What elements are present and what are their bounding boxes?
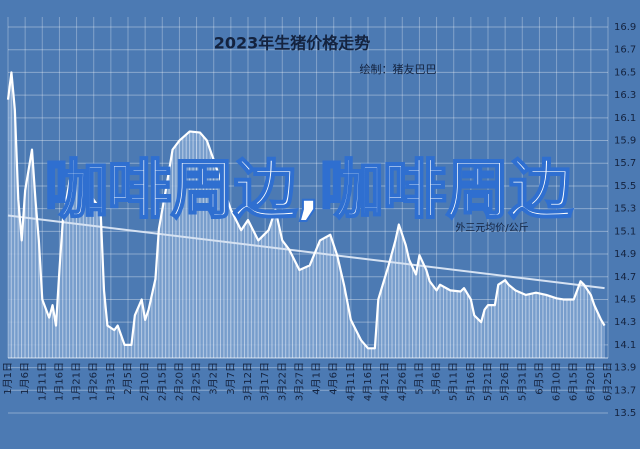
x-tick-label: 1月1日: [2, 362, 14, 395]
y-tick-label: 15.7: [614, 158, 636, 169]
chart-subtitle: 绘制：猪友巴巴: [360, 62, 437, 76]
x-tick-label: 6月25日: [602, 362, 614, 401]
x-tick-label: 2月5日: [122, 362, 134, 395]
x-tick-label: 1月31日: [105, 362, 117, 401]
x-tick-label: 3月17日: [259, 362, 271, 401]
x-tick-label: 4月26日: [396, 362, 408, 401]
x-tick-label: 4月21日: [379, 362, 391, 401]
x-tick-label: 5月1日: [413, 362, 425, 395]
y-tick-label: 16.1: [614, 113, 636, 124]
x-tick-label: 3月27日: [293, 362, 305, 401]
x-tick-label: 5月11日: [448, 362, 460, 401]
x-tick-label: 2月15日: [156, 362, 168, 401]
x-tick-label: 5月31日: [516, 362, 528, 401]
y-tick-label: 16.9: [614, 22, 636, 33]
x-tick-label: 5月26日: [499, 362, 511, 401]
x-tick-label: 2月10日: [139, 362, 151, 401]
y-tick-label: 13.9: [614, 363, 636, 374]
x-tick-label: 6月15日: [568, 362, 580, 401]
x-tick-label: 3月7日: [225, 362, 237, 395]
y-tick-label: 14.3: [614, 317, 636, 328]
y-tick-label: 14.7: [614, 272, 636, 283]
x-tick-label: 1月6日: [19, 362, 31, 395]
y-tick-label: 14.1: [614, 340, 636, 351]
y-tick-label: 13.7: [614, 385, 636, 396]
y-tick-label: 14.5: [614, 294, 636, 305]
annotation: 外三元均价/公斤: [455, 222, 528, 234]
x-tick-label: 3月22日: [276, 362, 288, 401]
x-tick-label: 1月21日: [71, 362, 83, 401]
chart-title: 2023年生猪价格走势: [214, 34, 371, 53]
x-tick-label: 2月25日: [191, 362, 203, 401]
x-tick-label: 3月2日: [208, 362, 220, 395]
x-tick-label: 6月20日: [585, 362, 597, 401]
x-tick-label: 4月6日: [328, 362, 340, 395]
y-tick-label: 15.3: [614, 204, 636, 215]
y-tick-label: 15.1: [614, 226, 636, 237]
x-tick-label: 2月20日: [173, 362, 185, 401]
x-tick-label: 5月16日: [465, 362, 477, 401]
y-tick-label: 15.9: [614, 136, 636, 147]
x-tick-label: 1月26日: [88, 362, 100, 401]
price-line: [6, 71, 606, 350]
y-tick-label: 15.5: [614, 181, 636, 192]
x-tick-label: 3月12日: [242, 362, 254, 401]
y-tick-label: 13.5: [614, 408, 636, 419]
overlay-text: 咖啡周边,咖啡周边: [43, 153, 573, 229]
y-tick-label: 16.3: [614, 90, 636, 101]
area: [8, 72, 605, 358]
x-tick-label: 4月1日: [311, 362, 323, 395]
trend-line: [7, 214, 605, 290]
x-tick-label: 5月21日: [482, 362, 494, 401]
y-tick-label: 14.9: [614, 249, 636, 260]
y-tick-label: 16.7: [614, 45, 636, 56]
x-tick-label: 1月11日: [36, 362, 48, 401]
x-tick-label: 1月16日: [53, 362, 65, 401]
x-tick-label: 4月16日: [362, 362, 374, 401]
x-tick-label: 6月5日: [533, 362, 545, 395]
x-tick-label: 5月6日: [431, 362, 443, 395]
y-tick-label: 16.5: [614, 67, 636, 78]
x-tick-label: 6月10日: [551, 362, 563, 401]
x-tick-label: 4月11日: [345, 362, 357, 401]
